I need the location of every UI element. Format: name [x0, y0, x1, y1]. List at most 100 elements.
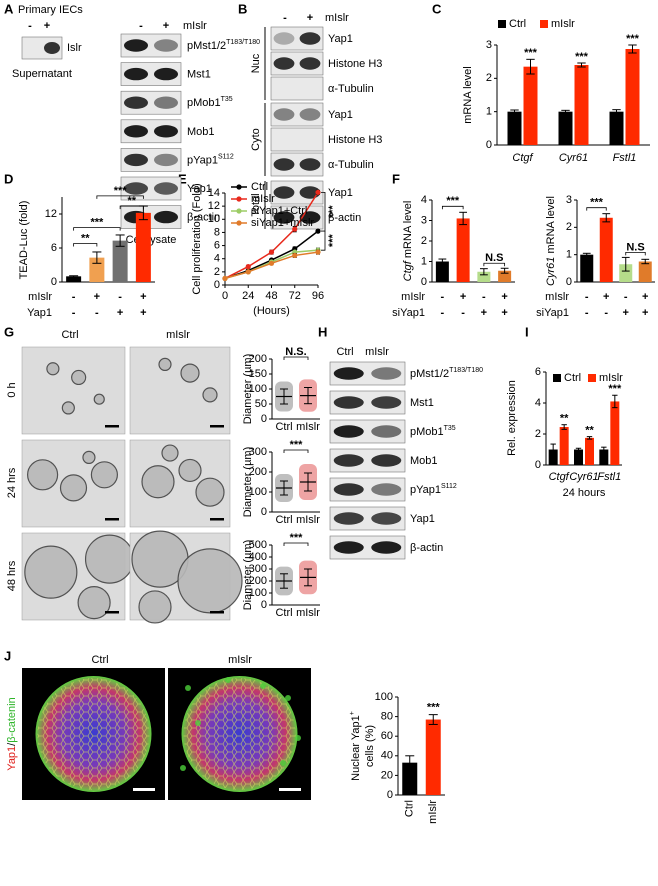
blot-caption: Cell lysate [126, 234, 177, 246]
y-tick-label: 100 [249, 587, 267, 599]
legend-label: siYap1+Ctrl [251, 205, 307, 217]
y-axis-label: Diameter (µm) [242, 447, 254, 518]
blot-label: Mst1 [410, 397, 434, 409]
blot-label: pMob1T35 [410, 425, 456, 438]
y-axis-label-main: Nuclear Yap1 [350, 715, 362, 781]
band [333, 367, 364, 380]
bar [548, 449, 558, 465]
blot [120, 176, 182, 201]
row-sign: - [118, 291, 122, 303]
organoid [90, 461, 119, 489]
y-axis-label: Ctgf mRNA level [402, 201, 414, 282]
y-axis-label-text: mRNA level [402, 201, 414, 258]
blot-label: Yap1 [328, 187, 353, 199]
bracket [321, 230, 326, 251]
organoid [61, 401, 75, 415]
y-tick-label: 50 [255, 398, 267, 410]
bar [498, 270, 512, 282]
y-tick-label: 2 [214, 266, 220, 278]
x-axis-label: 24 hours [563, 487, 606, 499]
x-tick-label: Ctrl [275, 514, 292, 526]
stain-label: Yap1/β-catenin [6, 697, 18, 770]
marker [268, 260, 275, 266]
blot-label: Mob1 [187, 126, 215, 138]
y-tick-label: 0 [535, 459, 541, 471]
y-tick-label: 4 [535, 397, 541, 409]
y-tick-label: 500 [249, 539, 267, 551]
y-axis-label: Rel. expression [506, 380, 518, 456]
blot [329, 390, 406, 415]
band [273, 108, 295, 121]
y-tick-label: 2 [535, 428, 541, 440]
bar [619, 264, 633, 282]
bracket [625, 252, 646, 256]
bar [477, 271, 491, 282]
x-tick-label: Cyr61 [569, 471, 598, 483]
band [371, 512, 402, 525]
bar [435, 261, 449, 282]
band [299, 57, 321, 70]
group-label: Nuc [250, 53, 262, 73]
scale-bar [105, 425, 119, 428]
band [299, 108, 321, 121]
band [273, 57, 295, 70]
y-tick-label: 0 [261, 506, 267, 518]
band [154, 182, 178, 195]
row-sign: + [623, 307, 629, 319]
bar [610, 401, 620, 465]
blot-label: α-Tubulin [328, 159, 374, 171]
row-sign: - [441, 291, 445, 303]
bar [559, 427, 569, 465]
blot-label-main: pYap1 [187, 154, 218, 166]
row-label: mIslr [28, 291, 52, 303]
organoid [84, 534, 135, 584]
blot-label-main: pYap1 [410, 484, 441, 496]
band [273, 32, 295, 45]
band [124, 182, 148, 195]
blot [329, 419, 406, 444]
blot-label: Yap1 [328, 109, 353, 121]
row-sign: + [642, 291, 648, 303]
row-sign: + [501, 291, 507, 303]
blot-label-main: β-actin [187, 212, 220, 224]
band [124, 96, 148, 109]
band [154, 125, 178, 138]
row-sign: - [585, 291, 589, 303]
marker [315, 249, 321, 255]
panel-label: A [4, 1, 14, 16]
band [273, 158, 295, 171]
band [273, 211, 295, 224]
y-axis-label: Diameter (µm) [242, 354, 254, 425]
speck [295, 735, 301, 741]
blot-label: pMst1/2T183/T180 [187, 39, 260, 52]
bracket [119, 205, 144, 210]
significance: *** [446, 195, 460, 207]
blot [270, 180, 324, 205]
band [299, 32, 321, 45]
bar [599, 449, 609, 465]
blot-label: Mst1 [187, 69, 211, 81]
cell-mesh [183, 678, 296, 790]
treatment-label: mIslr [325, 12, 349, 24]
organoid [178, 458, 202, 483]
blot-label-main: β-actin [410, 542, 443, 554]
row-label: siYap1 [392, 307, 425, 319]
y-axis-label-gene: Ctgf [402, 260, 414, 281]
band [124, 39, 148, 52]
panel-label: C [432, 1, 442, 16]
bracket [283, 356, 309, 360]
bar [112, 240, 128, 282]
x-tick-label: mIslr [296, 607, 320, 619]
band [124, 67, 148, 81]
bracket [73, 227, 121, 231]
blot [329, 506, 406, 531]
y-tick-label: 4 [421, 194, 427, 206]
significance: *** [290, 439, 304, 451]
stain-red: Yap1 [6, 746, 18, 771]
row-sign: + [140, 291, 146, 303]
marker [292, 252, 298, 259]
organoid [93, 393, 105, 405]
y-tick-label: 0 [261, 413, 267, 425]
blot-label-main: Mst1 [410, 397, 434, 409]
significance: N.S [485, 252, 503, 264]
